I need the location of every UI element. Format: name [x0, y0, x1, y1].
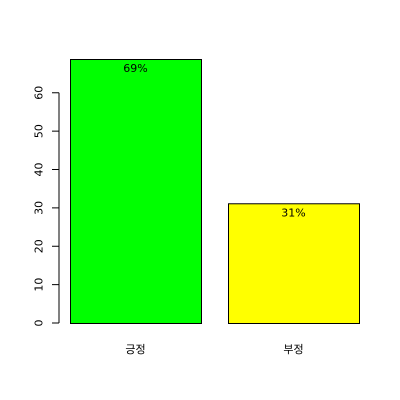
x-axis-labels: 긍정 부정 [125, 343, 303, 356]
category-label-1: 긍정 [125, 343, 145, 356]
data-label-1: 69% [123, 62, 147, 75]
bars [70, 59, 360, 324]
y-tick-label: 30 [33, 201, 46, 215]
y-tick-label: 20 [33, 239, 46, 253]
category-label-2: 부정 [283, 343, 303, 356]
data-label-2: 31% [281, 206, 305, 219]
data-labels: 69% 31% [123, 62, 305, 219]
bar-2 [228, 203, 360, 324]
y-tick-label: 60 [33, 86, 46, 100]
y-tick-label: 40 [33, 163, 46, 177]
bar-1 [70, 59, 202, 324]
y-tick-label: 0 [33, 320, 46, 327]
y-tick-label: 50 [33, 124, 46, 138]
y-tick-label: 10 [33, 278, 46, 292]
y-axis: 0 10 20 30 40 50 60 [33, 86, 60, 327]
